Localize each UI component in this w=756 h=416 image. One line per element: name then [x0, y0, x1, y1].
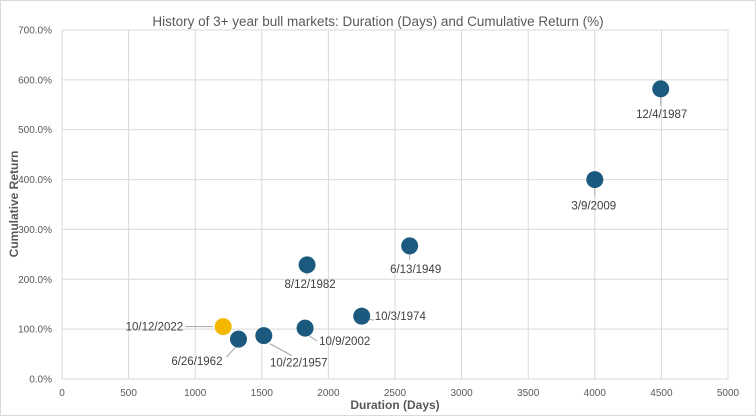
x-tick-label: 3500	[517, 388, 540, 399]
data-label: 3/9/2009	[571, 201, 616, 213]
y-tick-label: 600.0%	[18, 75, 52, 86]
x-tick-label: 1000	[184, 388, 207, 399]
data-label: 6/13/1949	[390, 264, 441, 276]
data-label: 8/12/1982	[285, 279, 336, 291]
y-axis-title: Cumulative Return	[7, 151, 21, 258]
data-point	[401, 237, 419, 255]
data-label: 12/4/1987	[636, 109, 687, 121]
y-tick-label: 400.0%	[18, 175, 52, 186]
y-tick-label: 500.0%	[18, 125, 52, 136]
leader-line	[226, 346, 236, 358]
data-point	[353, 307, 371, 325]
x-axis-title: Duration (Days)	[350, 398, 439, 412]
y-tick-label: 300.0%	[18, 225, 52, 236]
leader-line	[307, 334, 318, 342]
gridlines	[61, 29, 729, 380]
data-label: 10/3/1974	[375, 311, 427, 323]
y-tick-label: 100.0%	[18, 325, 52, 336]
data-point	[255, 327, 273, 345]
x-tick-label: 0	[59, 388, 65, 399]
y-tick-label: 200.0%	[18, 275, 52, 286]
x-tick-label: 1500	[251, 388, 274, 399]
data-point	[229, 330, 247, 348]
highlighted-data-point	[214, 318, 232, 336]
data-point	[586, 171, 604, 189]
x-tick-label: 2000	[317, 388, 340, 399]
data-label: 10/12/2022	[126, 322, 184, 334]
data-points	[214, 80, 670, 348]
x-tick-label: 500	[120, 388, 137, 399]
data-point	[652, 80, 670, 98]
x-tick-labels: 0 500 1000 1500 2000 2500 3000 3500 4000 4500 5000	[59, 388, 739, 399]
x-tick-label: 4500	[650, 388, 673, 399]
x-tick-label: 4000	[584, 388, 607, 399]
y-tick-label: 700.0%	[18, 26, 52, 37]
leader-line	[269, 343, 293, 357]
data-label: 10/9/2002	[319, 336, 370, 348]
data-label: 6/26/1962	[171, 356, 222, 368]
data-point	[298, 256, 316, 274]
data-label: 10/22/1957	[270, 358, 328, 370]
data-point	[296, 319, 314, 337]
y-tick-label: 0.0%	[29, 375, 52, 386]
x-tick-label: 3000	[450, 388, 473, 399]
x-tick-label: 5000	[717, 388, 740, 399]
data-labels: 10/12/2022 6/26/1962 10/22/1957 8/12/1982 10…	[126, 109, 688, 370]
chart-title: History of 3+ year bull markets: Duratio…	[152, 14, 603, 29]
y-tick-labels: 0.0% 100.0% 200.0% 300.0% 400.0% 500.0% 600.0%…	[18, 26, 52, 386]
x-tick-label: 2500	[384, 388, 407, 399]
